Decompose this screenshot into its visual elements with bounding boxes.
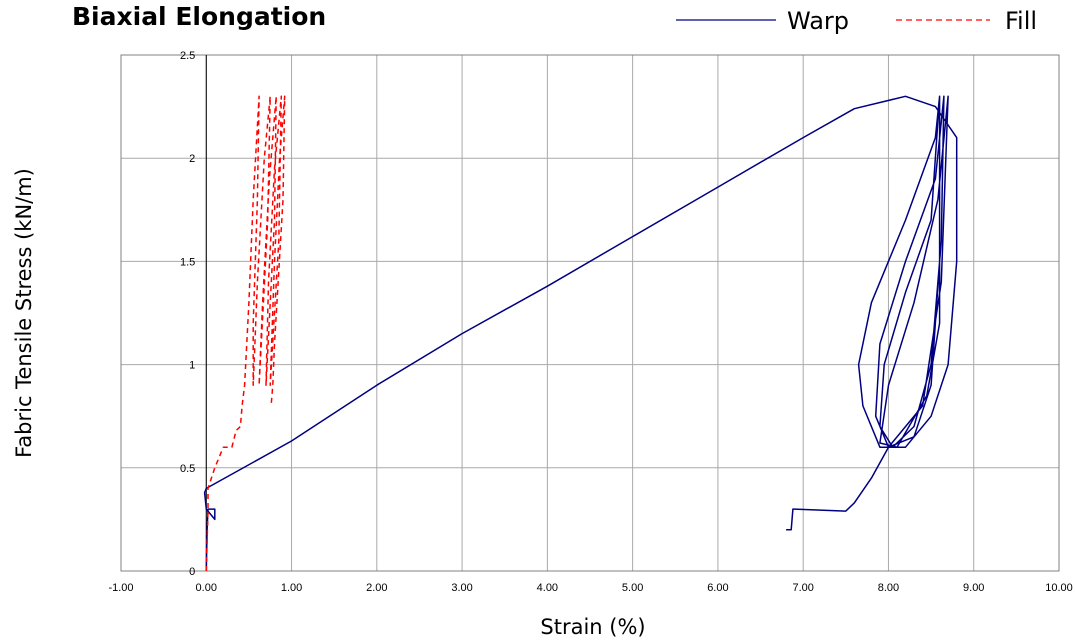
y-axis-label: Fabric Tensile Stress (kN/m) <box>12 168 36 458</box>
y-tick-label: 0 <box>189 566 195 578</box>
legend: Warp Fill <box>676 7 1037 35</box>
x-tick-label: 7.00 <box>792 582 813 594</box>
plot-area <box>120 54 1060 572</box>
series-lines <box>203 95 958 572</box>
y-tick-label: 0.5 <box>180 463 195 475</box>
y-tick-label: 1.5 <box>180 256 195 268</box>
x-tick-label: 9.00 <box>963 582 984 594</box>
x-tick-label: 10.00 <box>1045 582 1073 594</box>
x-tick-label: 0.00 <box>196 582 217 594</box>
x-tick-label: 8.00 <box>878 582 899 594</box>
x-axis-label: Strain (%) <box>540 615 645 639</box>
y-tick-label: 1 <box>189 360 195 372</box>
series-line-warp <box>203 95 958 572</box>
x-tick-labels: -1.00 0.00 1.00 2.00 3.00 4.00 5.00 6.00 7.00 8.0… <box>108 582 1072 594</box>
legend-warp-label: Warp <box>787 7 849 35</box>
x-tick-label: 1.00 <box>281 582 302 594</box>
x-tick-label: -1.00 <box>108 582 133 594</box>
x-tick-label: 4.00 <box>537 582 558 594</box>
chart-title: Biaxial Elongation <box>72 2 326 31</box>
x-tick-label: 2.00 <box>366 582 387 594</box>
legend-fill-label: Fill <box>1005 7 1037 35</box>
y-tick-labels: 0 0.5 1 1.5 2 2.5 <box>180 50 195 578</box>
series-line-fill <box>205 95 286 572</box>
y-tick-label: 2.5 <box>180 50 195 62</box>
x-tick-label: 3.00 <box>451 582 472 594</box>
x-tick-label: 6.00 <box>707 582 728 594</box>
x-tick-label: 5.00 <box>622 582 643 594</box>
gridlines <box>120 54 1060 572</box>
y-tick-label: 2 <box>189 153 195 165</box>
